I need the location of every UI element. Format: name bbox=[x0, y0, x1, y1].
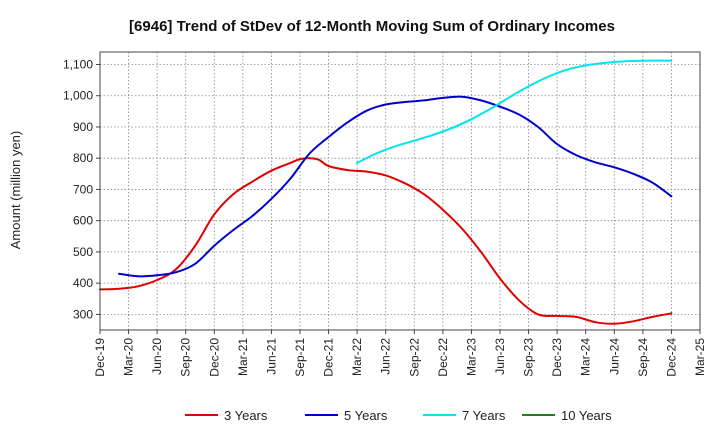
x-tick-label: Mar-22 bbox=[350, 338, 364, 376]
legend-label-10-years: 10 Years bbox=[561, 408, 612, 423]
legend-label-7-years: 7 Years bbox=[462, 408, 506, 423]
y-tick-label: 800 bbox=[73, 151, 93, 165]
x-tick-label: Sep-23 bbox=[522, 338, 536, 377]
y-tick-label: 600 bbox=[73, 214, 93, 228]
x-tick-label: Mar-23 bbox=[464, 338, 478, 376]
x-tick-label: Sep-24 bbox=[636, 338, 650, 377]
x-tick-label: Dec-19 bbox=[93, 338, 107, 377]
y-tick-label: 1,100 bbox=[63, 57, 93, 71]
legend: 3 Years 5 Years 7 Years 10 Years bbox=[185, 408, 612, 423]
x-tick-label: Sep-21 bbox=[293, 338, 307, 377]
x-tick-label: Dec-21 bbox=[322, 338, 336, 377]
x-tick-label: Dec-22 bbox=[436, 338, 450, 377]
y-tick-label: 300 bbox=[73, 307, 93, 321]
y-axis-label: Amount (million yen) bbox=[8, 131, 23, 250]
series-line-3-years bbox=[99, 157, 673, 325]
y-tick-label: 1,000 bbox=[63, 89, 93, 103]
y-tick-label: 700 bbox=[73, 182, 93, 196]
chart-title: [6946] Trend of StDev of 12-Month Moving… bbox=[129, 18, 615, 35]
series-lines bbox=[99, 59, 673, 325]
x-tick-label: Mar-25 bbox=[693, 338, 707, 376]
x-tick-label: Jun-24 bbox=[607, 338, 621, 375]
x-tick-label: Dec-24 bbox=[664, 338, 678, 377]
legend-label-3-years: 3 Years bbox=[224, 408, 268, 423]
x-tick-label: Jun-23 bbox=[493, 338, 507, 375]
y-tick-label: 500 bbox=[73, 245, 93, 259]
y-axis-ticks: 300 400 500 600 700 800 900 1,000 1,100 bbox=[63, 57, 100, 321]
x-tick-label: Sep-22 bbox=[407, 338, 421, 377]
plot-frame bbox=[99, 51, 701, 331]
x-tick-label: Jun-22 bbox=[379, 338, 393, 375]
gridlines bbox=[99, 52, 701, 330]
x-tick-label: Mar-20 bbox=[122, 338, 136, 376]
x-tick-label: Jun-20 bbox=[150, 338, 164, 375]
y-tick-label: 400 bbox=[73, 276, 93, 290]
y-tick-label: 900 bbox=[73, 120, 93, 134]
x-tick-label: Dec-23 bbox=[550, 338, 564, 377]
x-tick-label: Mar-24 bbox=[579, 338, 593, 376]
series-line-7-years bbox=[356, 59, 673, 164]
x-tick-label: Sep-20 bbox=[179, 338, 193, 377]
x-tick-label: Mar-21 bbox=[236, 338, 250, 376]
legend-label-5-years: 5 Years bbox=[344, 408, 388, 423]
x-tick-label: Jun-21 bbox=[264, 338, 278, 375]
x-axis-ticks: Dec-19 Mar-20 Jun-20 Sep-20 Dec-20 Mar-21 Jun-… bbox=[93, 330, 707, 377]
series-line-5-years bbox=[118, 95, 673, 278]
x-tick-label: Dec-20 bbox=[207, 338, 221, 377]
